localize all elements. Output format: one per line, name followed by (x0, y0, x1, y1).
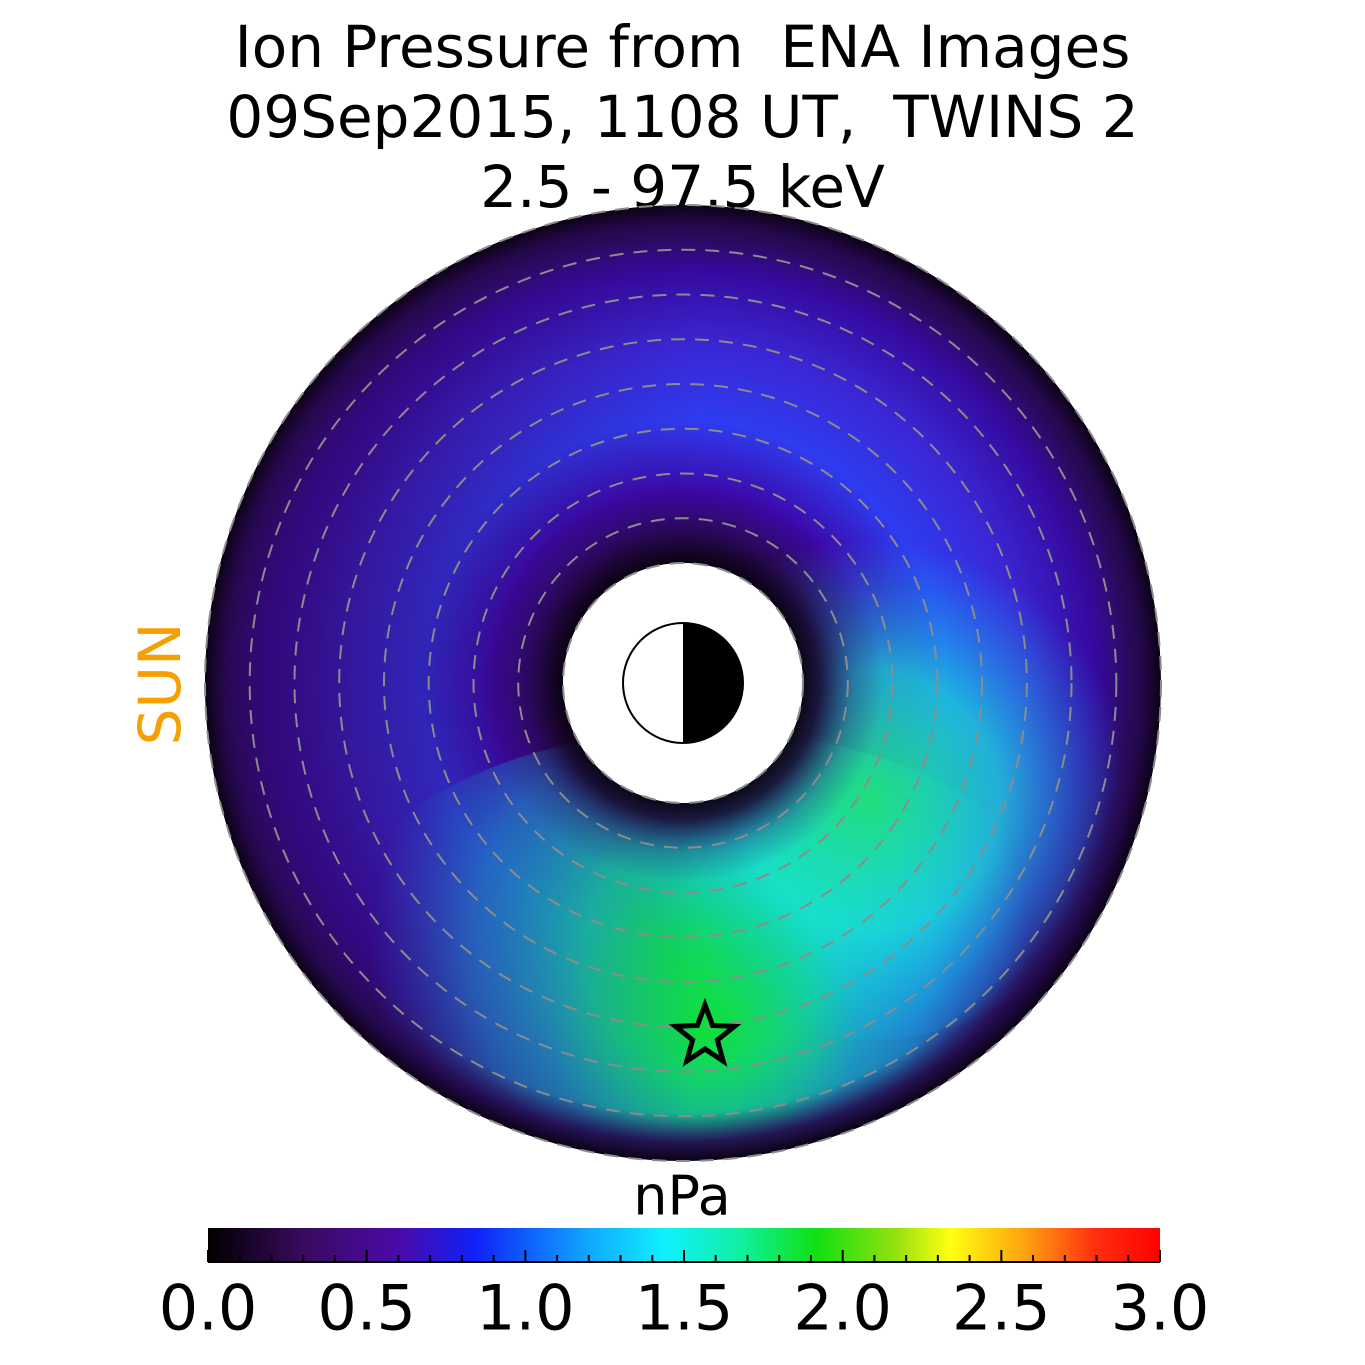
grid-circle (383, 383, 983, 983)
peak-star-marker (668, 997, 742, 1067)
colorbar-tick-label: 2.0 (793, 1271, 892, 1345)
title-line-1: Ion Pressure from ENA Images (234, 13, 1131, 81)
grid-circle (204, 204, 1162, 1162)
colorbar-ticks (207, 1250, 1161, 1263)
colorbar-tick-label: 3.0 (1110, 1271, 1210, 1345)
title-line-2: 09Sep2015, 1108 UT, TWINS 2 (226, 83, 1139, 151)
colorbar-tick-label: 0.0 (158, 1271, 258, 1345)
earth-night-half (683, 623, 743, 743)
colorbar-tick-label: 1.5 (634, 1271, 734, 1345)
earth-icon (562, 562, 804, 804)
grid-circle (517, 517, 849, 849)
colorbar (207, 1228, 1161, 1263)
colorbar-tick-label: 1.0 (476, 1271, 575, 1345)
colorbar-unit-label: nPa (633, 1164, 731, 1228)
grid-circle (293, 293, 1073, 1073)
grid-circle (248, 248, 1118, 1118)
colorbar-tick-label: 0.5 (317, 1271, 416, 1345)
chart-title: Ion Pressure from ENA Images 09Sep2015, … (0, 12, 1365, 222)
earth-outline (622, 622, 744, 744)
grid-circle (427, 427, 939, 939)
grid-circle (472, 472, 894, 894)
sun-label: SUN (126, 622, 194, 746)
colorbar-tick-label: 2.5 (952, 1271, 1051, 1345)
